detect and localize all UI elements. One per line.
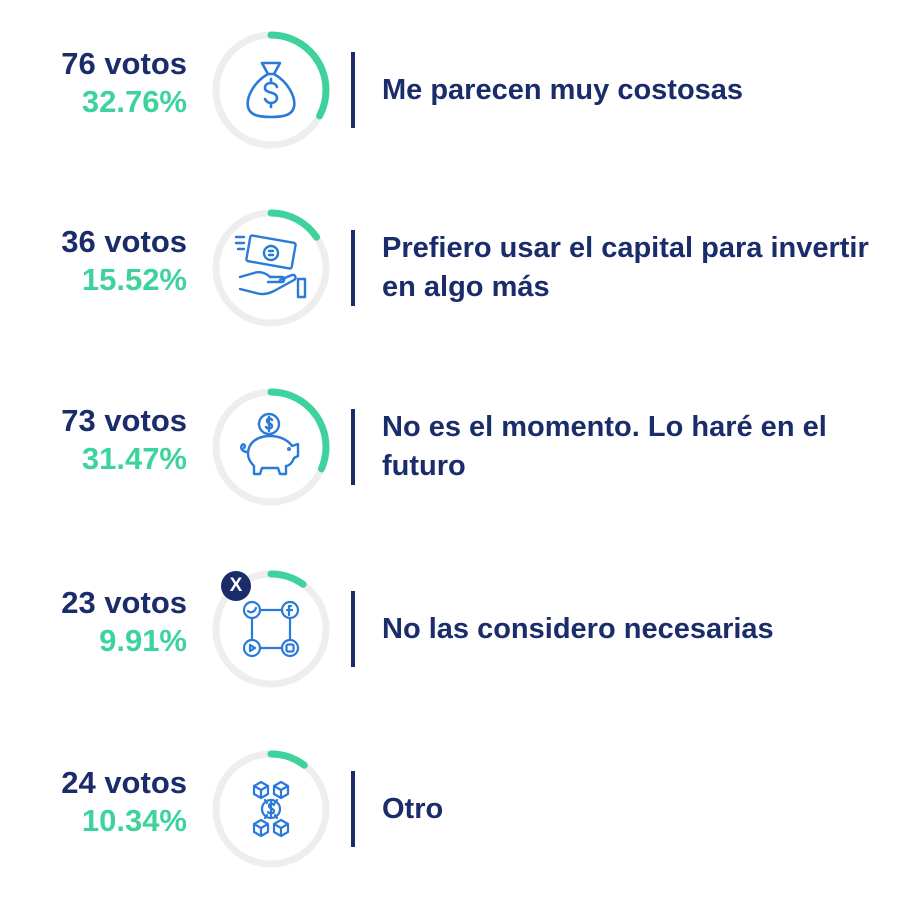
- ring-progress: [212, 209, 330, 327]
- x-badge-icon: X: [221, 571, 251, 601]
- divider: [351, 52, 355, 128]
- progress-ring: [210, 29, 332, 151]
- answer-text: No las considero necesarias: [382, 612, 774, 645]
- crypto-network-icon: [252, 780, 290, 838]
- progress-ring: [210, 748, 332, 870]
- social-network-icon: [242, 600, 300, 658]
- answer-text: Me parecen muy costosas: [382, 73, 744, 106]
- divider: [351, 409, 355, 485]
- ring-progress: [212, 750, 330, 868]
- votes-label: 36 votos: [61, 224, 187, 259]
- answer-text: Prefiero usar el capital para invertir e…: [382, 232, 869, 303]
- vote-count: 23 votos 9.91%: [61, 584, 187, 660]
- percent-label: 31.47%: [81, 441, 187, 476]
- votes-label: 23 votos: [61, 585, 187, 620]
- votes-label: 73 votos: [61, 403, 187, 438]
- progress-ring: [210, 207, 332, 329]
- divider: [351, 230, 355, 306]
- result-row: 73 votos 31.47% No es el momento. Lo har…: [0, 382, 900, 512]
- vote-count: 73 votos 31.47%: [61, 402, 187, 478]
- vote-count: 36 votos 15.52%: [61, 223, 187, 299]
- percent-label: 9.91%: [99, 623, 187, 658]
- result-row: 36 votos 15.52% Prefiero usar el capital…: [0, 203, 900, 333]
- divider: [351, 591, 355, 667]
- votes-label: 76 votos: [61, 46, 187, 81]
- ring-progress: [212, 388, 330, 506]
- answer-text: Otro: [382, 792, 444, 825]
- votes-label: 24 votos: [61, 765, 187, 800]
- progress-ring: [210, 386, 332, 508]
- percent-label: 10.34%: [81, 803, 187, 838]
- percent-label: 32.76%: [81, 84, 187, 119]
- ring-progress: [212, 570, 330, 688]
- progress-ring: [210, 568, 332, 690]
- answer-text: No es el momento. Lo haré en el futuro: [382, 411, 827, 482]
- vote-count: 24 votos 10.34%: [61, 764, 187, 840]
- result-row: 23 votos 9.91% No las: [0, 564, 900, 694]
- percent-label: 15.52%: [81, 262, 187, 297]
- piggy-bank-icon: [240, 412, 300, 476]
- cash-hand-icon: [234, 234, 307, 299]
- vote-count: 76 votos 32.76%: [61, 45, 187, 121]
- result-row: 24 votos 10.34% Otro: [0, 744, 900, 874]
- result-row: 76 votos 32.76% Me parecen muy costosas: [0, 25, 900, 155]
- ring-progress: [212, 31, 330, 149]
- divider: [351, 771, 355, 847]
- money-bag-icon: [246, 61, 296, 119]
